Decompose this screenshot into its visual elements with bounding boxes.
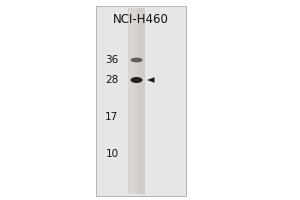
- Ellipse shape: [130, 58, 142, 62]
- Text: 17: 17: [105, 112, 119, 122]
- Text: 10: 10: [105, 149, 119, 159]
- Bar: [132, 8, 133, 194]
- Bar: [128, 8, 130, 194]
- Text: 28: 28: [105, 75, 119, 85]
- Bar: [131, 8, 132, 194]
- Bar: [134, 8, 136, 194]
- Bar: [135, 8, 136, 194]
- Polygon shape: [147, 77, 154, 83]
- Bar: [128, 8, 145, 194]
- Text: NCI-H460: NCI-H460: [113, 13, 169, 26]
- Bar: [130, 8, 132, 194]
- Bar: [132, 8, 134, 194]
- Bar: [96, 6, 186, 196]
- Ellipse shape: [130, 77, 142, 83]
- Bar: [136, 8, 137, 194]
- Text: 36: 36: [105, 55, 119, 65]
- Bar: [129, 8, 131, 194]
- Bar: [133, 8, 135, 194]
